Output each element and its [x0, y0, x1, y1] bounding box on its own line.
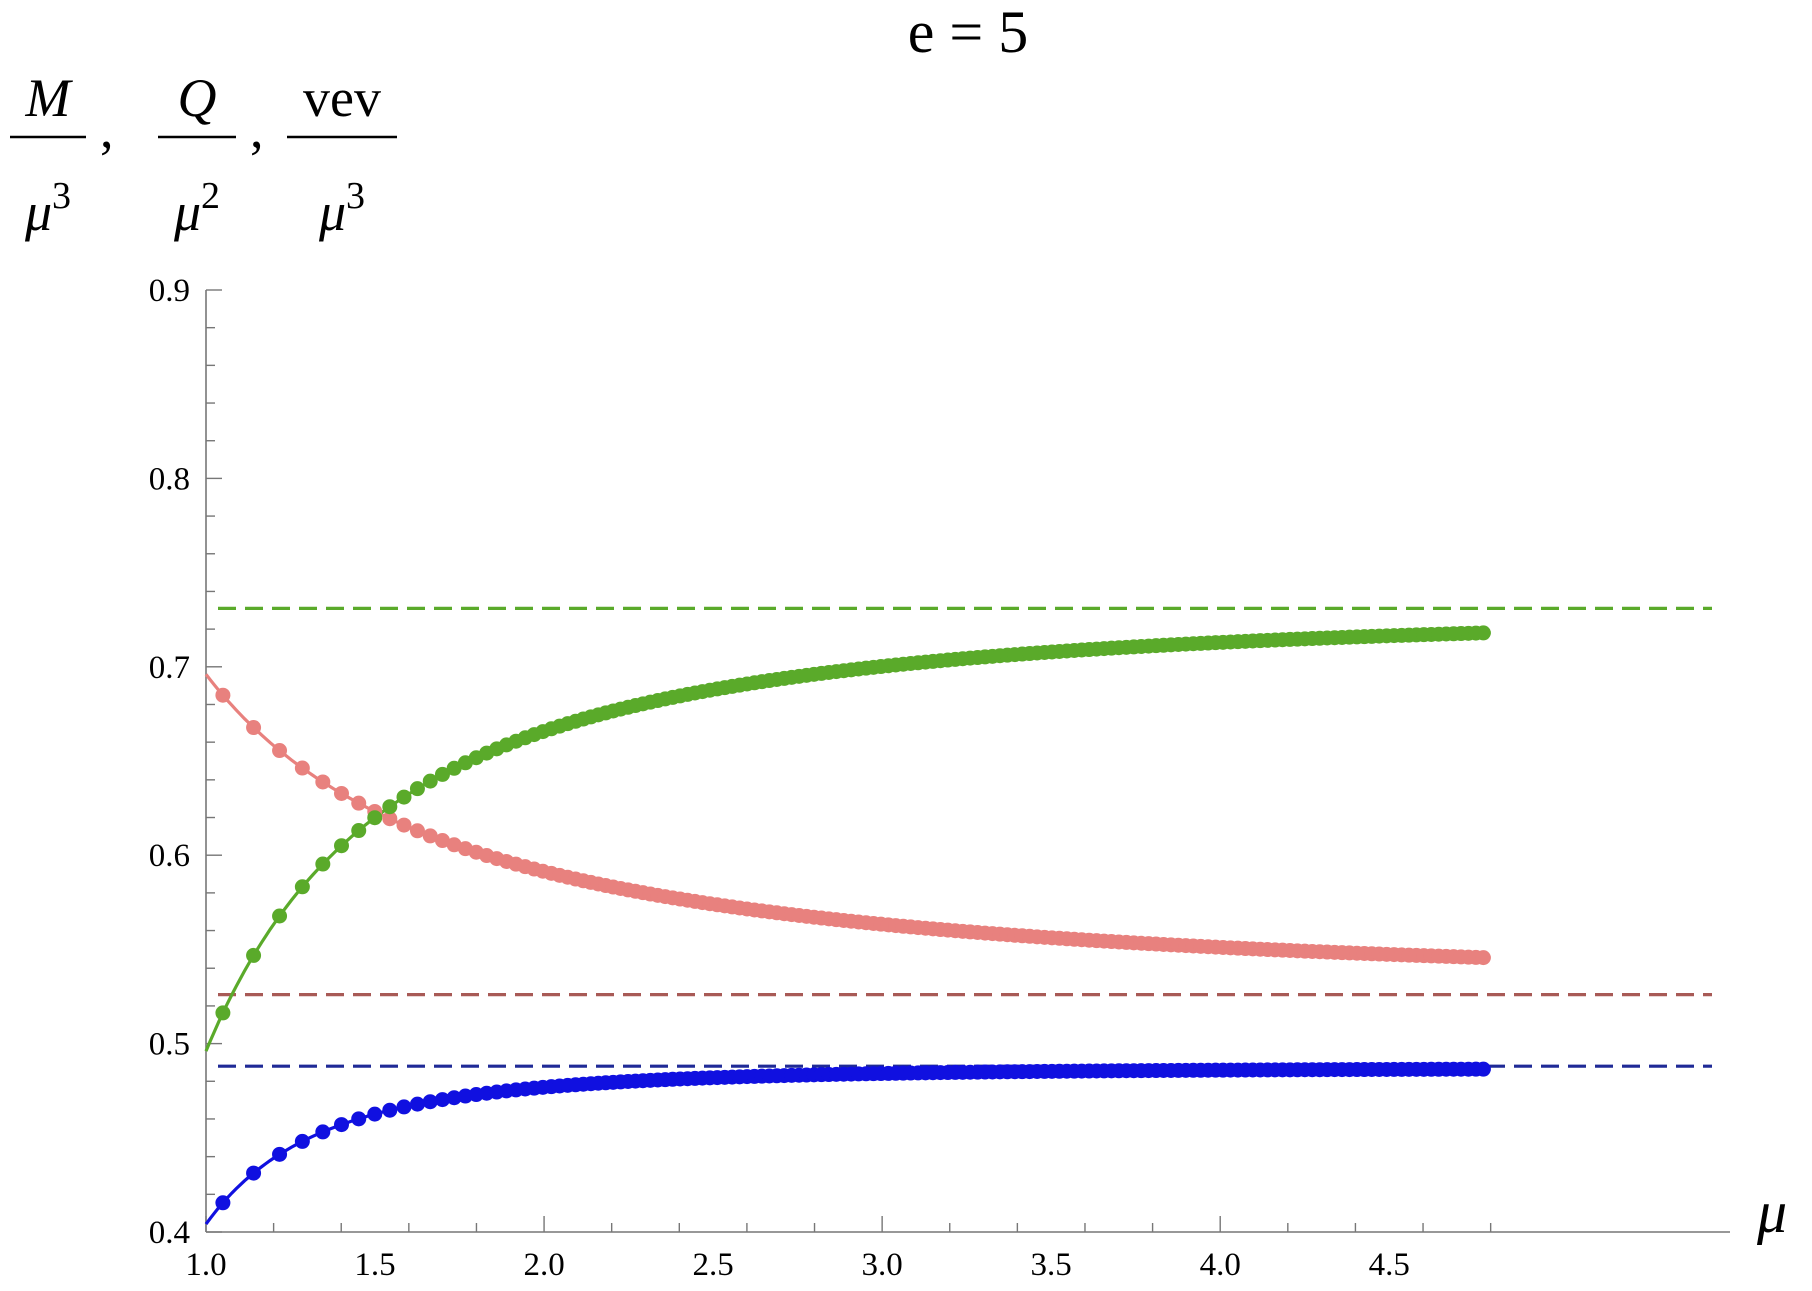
- y-label-numerator: vev: [303, 68, 381, 128]
- series-point: [246, 720, 262, 736]
- series-point: [422, 773, 438, 789]
- series-point: [446, 1090, 462, 1106]
- series-point: [215, 1005, 231, 1021]
- x-tick-label: 3.0: [862, 1247, 903, 1283]
- x-tick-label: 4.5: [1369, 1247, 1410, 1283]
- x-tick-label: 3.5: [1031, 1247, 1072, 1283]
- x-axis-label: μ: [1756, 1179, 1787, 1245]
- series-point: [382, 1102, 398, 1118]
- series-point: [315, 856, 331, 872]
- series-point: [315, 1124, 331, 1140]
- series-point: [246, 1165, 262, 1181]
- x-tick-label: 2.0: [523, 1247, 564, 1283]
- series-point: [382, 811, 398, 827]
- ticks: [205, 289, 1492, 1233]
- series-point: [272, 908, 288, 924]
- y-tick-label: 0.8: [149, 461, 190, 497]
- series-line: [204, 631, 1491, 1052]
- series-line: [204, 1067, 1491, 1226]
- series-point: [1475, 1061, 1491, 1077]
- y-tick-label: 0.5: [149, 1027, 190, 1063]
- series-point: [396, 1099, 412, 1115]
- series-point: [294, 1133, 310, 1149]
- series-point: [382, 799, 398, 815]
- x-tick-label: 1.0: [185, 1247, 226, 1283]
- series-point: [315, 774, 331, 790]
- series-markers: [215, 625, 1491, 1211]
- series-point: [409, 781, 425, 797]
- series-point: [246, 947, 262, 963]
- series-point: [409, 823, 425, 839]
- series-point: [215, 687, 231, 703]
- series-lines: [204, 631, 1491, 1226]
- series-point: [351, 1111, 367, 1127]
- tick-labels: 0.4 0.5 0.6 0.7 0.8 0.9 1.0 1.5 2.0 2.5 3.0 3.5 4.0 4…: [149, 273, 1410, 1283]
- y-label-numerator: M: [25, 68, 74, 128]
- y-label-numerator: Q: [178, 68, 217, 128]
- series-point: [446, 760, 462, 776]
- series-point: [294, 760, 310, 776]
- series-point: [333, 838, 349, 854]
- y-label-denominator: μ3: [318, 175, 365, 242]
- series-point: [272, 743, 288, 759]
- x-tick-label: 2.5: [692, 1247, 733, 1283]
- y-label-term: Mμ3,: [10, 68, 114, 242]
- x-tick-label: 1.5: [354, 1247, 395, 1283]
- series-point: [1475, 625, 1491, 641]
- series-point: [351, 823, 367, 839]
- y-label-denominator: μ3: [24, 175, 71, 242]
- y-tick-label: 0.9: [149, 273, 190, 309]
- y-tick-label: 0.7: [149, 650, 190, 686]
- y-label-denominator: μ2: [173, 175, 220, 242]
- series-point: [396, 817, 412, 833]
- axes: [205, 290, 1730, 1233]
- series-point: [396, 789, 412, 805]
- y-label-separator: ,: [250, 99, 264, 159]
- y-tick-label: 0.4: [149, 1215, 190, 1251]
- series-point: [367, 1106, 383, 1122]
- series-point: [422, 1094, 438, 1110]
- series-point: [1475, 950, 1491, 966]
- series-point: [351, 795, 367, 811]
- series-point: [367, 810, 383, 826]
- chart-title: e = 5: [908, 0, 1028, 65]
- y-tick-label: 0.6: [149, 838, 190, 874]
- y-label-term: Qμ2,: [158, 68, 264, 242]
- series-point: [434, 1092, 450, 1108]
- series-point: [434, 766, 450, 782]
- series-point: [434, 833, 450, 849]
- y-label-separator: ,: [100, 99, 114, 159]
- y-label-term: vev μ3: [287, 68, 397, 242]
- series-point: [272, 1146, 288, 1162]
- x-tick-label: 4.0: [1200, 1247, 1241, 1283]
- series-point: [422, 828, 438, 844]
- series-point: [333, 785, 349, 801]
- series-point: [215, 1195, 231, 1211]
- series-point: [333, 1117, 349, 1133]
- series-point: [294, 879, 310, 895]
- series-point: [409, 1096, 425, 1112]
